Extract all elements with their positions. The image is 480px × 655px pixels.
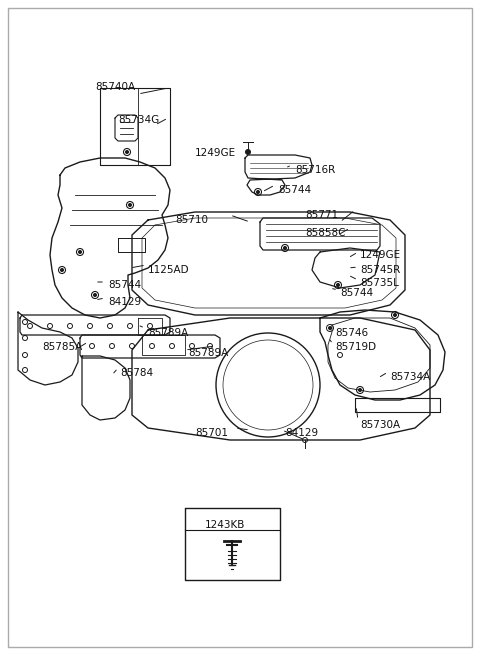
Text: 85744: 85744 — [340, 288, 373, 298]
Text: 85858C: 85858C — [305, 228, 346, 238]
Text: 85710: 85710 — [175, 215, 208, 225]
Text: 85744: 85744 — [108, 280, 141, 290]
Text: 1125AD: 1125AD — [148, 265, 190, 275]
Text: 84129: 84129 — [108, 297, 141, 307]
Text: 85789A: 85789A — [188, 348, 228, 358]
Circle shape — [284, 246, 287, 250]
Circle shape — [79, 250, 82, 253]
Circle shape — [245, 149, 251, 155]
Text: 1249GE: 1249GE — [195, 148, 236, 158]
Text: 85784: 85784 — [120, 368, 153, 378]
Text: 1249GE: 1249GE — [360, 250, 401, 260]
Text: 85735L: 85735L — [360, 278, 399, 288]
Text: 85746: 85746 — [335, 328, 368, 338]
Circle shape — [125, 151, 129, 153]
Text: 85789A: 85789A — [148, 328, 188, 338]
Text: 85734A: 85734A — [390, 372, 430, 382]
Circle shape — [256, 191, 260, 193]
Text: 85716R: 85716R — [295, 165, 335, 175]
Text: 84129: 84129 — [285, 428, 318, 438]
Text: 1243KB: 1243KB — [205, 520, 245, 530]
Text: 85730A: 85730A — [360, 420, 400, 430]
Text: 85745R: 85745R — [360, 265, 400, 275]
Circle shape — [359, 388, 361, 392]
Text: 85740A: 85740A — [95, 82, 135, 92]
Text: 85771: 85771 — [305, 210, 338, 220]
Circle shape — [394, 314, 396, 316]
Text: 85785A: 85785A — [42, 342, 82, 352]
Circle shape — [336, 284, 339, 286]
Circle shape — [94, 293, 96, 297]
Circle shape — [60, 269, 63, 272]
Text: 85744: 85744 — [278, 185, 311, 195]
Text: 85734G: 85734G — [118, 115, 159, 125]
Text: 85701: 85701 — [195, 428, 228, 438]
Circle shape — [129, 204, 132, 206]
Circle shape — [328, 326, 332, 329]
Text: 85719D: 85719D — [335, 342, 376, 352]
